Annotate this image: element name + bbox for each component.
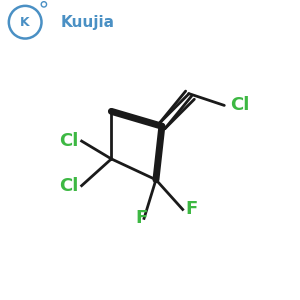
- Text: Kuujia: Kuujia: [61, 15, 115, 30]
- Text: Cl: Cl: [59, 132, 79, 150]
- Text: F: F: [186, 200, 198, 218]
- Text: Cl: Cl: [59, 177, 79, 195]
- Text: Cl: Cl: [230, 96, 250, 114]
- Text: F: F: [135, 209, 147, 227]
- Text: K: K: [20, 16, 30, 29]
